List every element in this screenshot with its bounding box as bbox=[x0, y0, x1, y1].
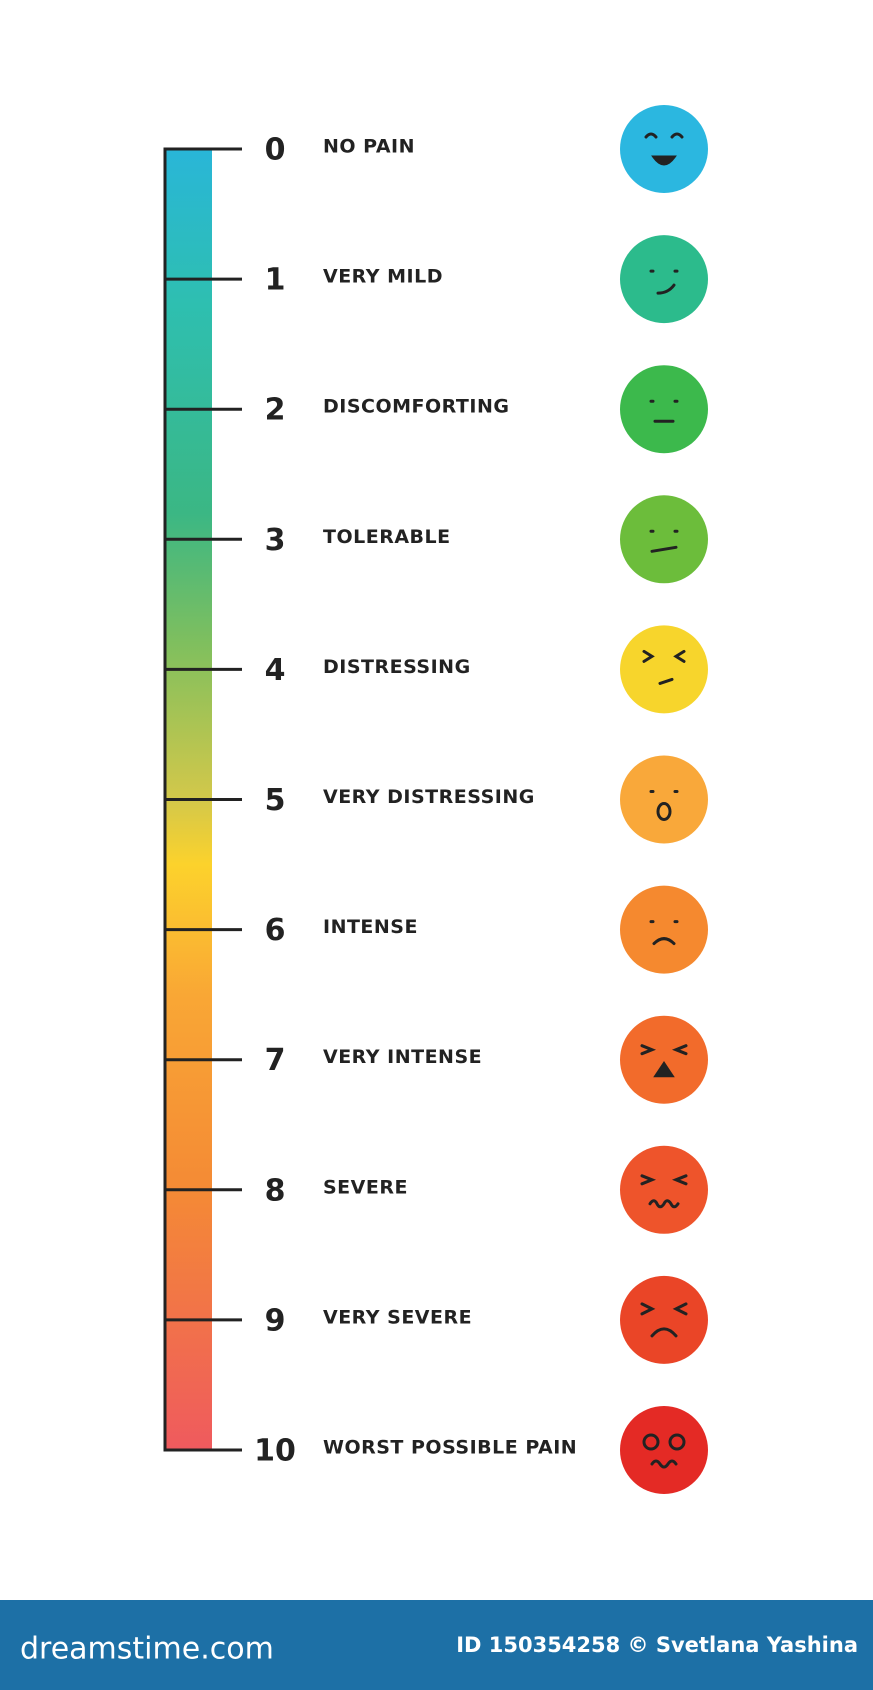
face bbox=[620, 1015, 708, 1104]
face bbox=[620, 1275, 708, 1364]
level-label: VERY SEVERE bbox=[323, 1306, 472, 1328]
level-number: 6 bbox=[265, 913, 286, 948]
face-mouth bbox=[650, 545, 678, 553]
face-mouth bbox=[651, 155, 677, 166]
face-eyes bbox=[640, 1302, 688, 1316]
face-mouth bbox=[648, 1199, 680, 1209]
footer-logo: dreamstime.com bbox=[20, 1632, 274, 1667]
face-mouth bbox=[652, 937, 676, 946]
level-number: 3 bbox=[265, 523, 286, 558]
level-label: TOLERABLE bbox=[323, 526, 451, 548]
level-number: 0 bbox=[265, 133, 286, 168]
level-label: INTENSE bbox=[323, 916, 418, 938]
level-number: 10 bbox=[254, 1434, 296, 1469]
face bbox=[620, 365, 708, 454]
footer-credit: ID 150354258 © Svetlana Yashina bbox=[456, 1633, 858, 1657]
level-number: 8 bbox=[265, 1173, 286, 1208]
face bbox=[620, 1406, 708, 1494]
face bbox=[620, 1145, 708, 1234]
level-label: DISTRESSING bbox=[323, 656, 471, 678]
level-number: 9 bbox=[265, 1303, 286, 1338]
face-eyes bbox=[642, 1433, 686, 1451]
face-mouth bbox=[656, 283, 676, 295]
face-mouth bbox=[650, 1327, 678, 1338]
level-label: VERY MILD bbox=[323, 266, 443, 288]
face-mouth bbox=[653, 1060, 675, 1078]
level-number: 4 bbox=[265, 653, 286, 688]
level-label: SEVERE bbox=[323, 1176, 408, 1198]
face-eyes bbox=[640, 1044, 688, 1056]
face bbox=[620, 105, 708, 193]
face-eyes bbox=[642, 649, 686, 663]
face bbox=[620, 235, 708, 324]
level-number: 1 bbox=[265, 263, 286, 298]
level-number: 7 bbox=[265, 1043, 286, 1078]
face bbox=[620, 495, 708, 584]
face bbox=[620, 885, 708, 974]
level-label: NO PAIN bbox=[323, 136, 415, 158]
level-number: 5 bbox=[265, 783, 286, 818]
face bbox=[620, 625, 708, 714]
level-number: 2 bbox=[265, 393, 286, 428]
face-mouth bbox=[656, 802, 672, 821]
face-eyes bbox=[640, 1174, 688, 1186]
face-eyes bbox=[644, 132, 684, 139]
level-label: DISCOMFORTING bbox=[323, 396, 509, 418]
level-label: VERY DISTRESSING bbox=[323, 786, 535, 808]
face bbox=[620, 755, 708, 844]
level-label: VERY INTENSE bbox=[323, 1046, 482, 1068]
level-label: WORST POSSIBLE PAIN bbox=[323, 1437, 577, 1459]
footer-band bbox=[0, 1600, 873, 1690]
face-mouth bbox=[658, 677, 674, 685]
face-mouth bbox=[650, 1459, 678, 1469]
